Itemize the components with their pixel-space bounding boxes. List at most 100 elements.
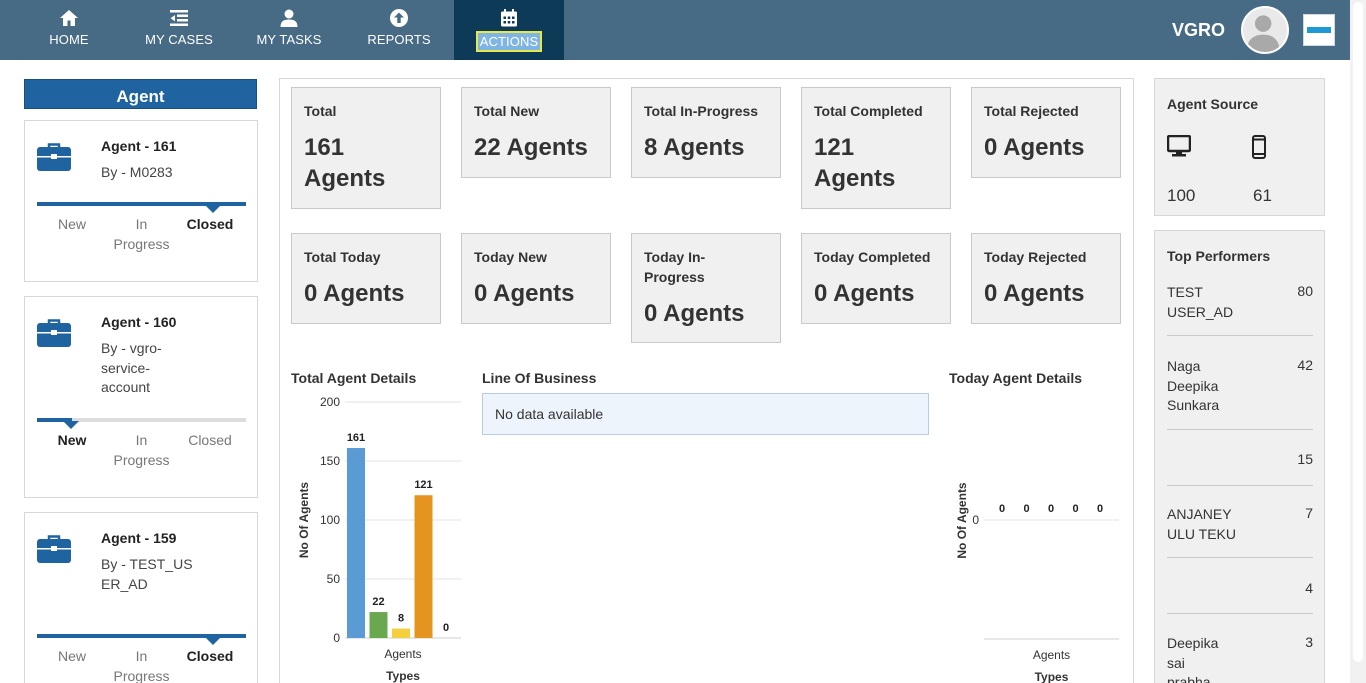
nav-actions-label: ACTIONS	[475, 31, 543, 52]
nav-actions[interactable]: ACTIONS	[454, 0, 564, 60]
nav-my-tasks[interactable]: MY TASKS	[244, 0, 334, 60]
nav-reports-label: REPORTS	[367, 32, 431, 47]
performer-score: 4	[1305, 580, 1313, 596]
bar	[369, 612, 388, 638]
nav-home-label: HOME	[49, 32, 89, 47]
stat-value: 0 Agents	[984, 134, 1085, 161]
today-agent-details-title: Today Agent Details	[949, 370, 1083, 386]
stat-value: 0 Agents	[984, 280, 1085, 307]
stat-card-total-in-progress: Total In-Progress 8 Agents	[631, 87, 781, 178]
agent-card-title: Agent - 159	[101, 530, 177, 546]
stage-progress-track	[37, 634, 246, 645]
performer-score: 42	[1297, 357, 1313, 373]
x-category-label: Agents	[384, 647, 421, 661]
page-scrollbar[interactable]	[1350, 0, 1366, 683]
upload-circle-icon	[354, 8, 444, 30]
stat-value: 0 Agents	[644, 300, 745, 327]
nav-my-cases[interactable]: MY CASES	[134, 0, 224, 60]
agent-card[interactable]: Agent - 160 By - vgro-service-account Ne…	[24, 296, 258, 498]
mobile-count: 61	[1253, 186, 1272, 205]
nav-reports[interactable]: REPORTS	[354, 0, 444, 60]
stage-new: New	[57, 648, 86, 664]
bar-data-label: 161	[347, 432, 365, 444]
avatar[interactable]	[1241, 6, 1289, 54]
nav-home[interactable]: HOME	[24, 0, 114, 60]
bar-data-label: 0	[1097, 503, 1103, 515]
stage-closed: Closed	[186, 216, 234, 232]
stage-marker	[63, 421, 79, 429]
x-axis-label: Types	[1035, 670, 1069, 683]
performer-row: ANJANEY ULU TEKU 7	[1167, 505, 1313, 558]
stat-label: Total New	[474, 103, 540, 119]
performer-name: ANJANEY ULU TEKU	[1167, 506, 1236, 542]
stage-new: New	[57, 432, 87, 448]
bar	[347, 448, 365, 638]
agent-source-panel: Agent Source 100 61	[1154, 78, 1325, 216]
stage-marker	[205, 637, 221, 645]
agent-source-title: Agent Source	[1167, 96, 1259, 112]
bar-data-label: 0	[443, 622, 449, 634]
bar-data-label: 0	[999, 503, 1005, 515]
bar	[392, 628, 410, 638]
x-category-label: Agents	[1033, 648, 1070, 662]
y-tick-label: 200	[320, 395, 340, 409]
stat-value: 0 Agents	[304, 280, 405, 307]
stage-progress-track	[37, 202, 246, 213]
stage-new: New	[57, 216, 86, 232]
agent-card[interactable]: Agent - 161 By - M0283 New In Progress C…	[24, 120, 258, 282]
briefcase-icon	[37, 319, 71, 347]
performer-score: 3	[1305, 634, 1313, 650]
home-icon	[24, 8, 114, 30]
stage-progress-fill	[37, 634, 246, 638]
stat-card-today-completed: Today Completed 0 Agents	[801, 233, 951, 324]
stat-card-total-rejected: Total Rejected 0 Agents	[971, 87, 1121, 178]
list-icon	[134, 8, 224, 30]
briefcase-icon	[37, 535, 71, 563]
stat-card-today-rejected: Today Rejected 0 Agents	[971, 233, 1121, 324]
agent-card[interactable]: Agent - 159 By - TEST_USER_AD New In Pro…	[24, 512, 258, 683]
stat-label: Today New	[474, 249, 547, 265]
stat-value: 0 Agents	[474, 280, 575, 307]
agent-card-owner: By - TEST_USER_AD	[101, 556, 193, 592]
stat-card-total: Total 161 Agents	[291, 87, 441, 209]
performer-name: Naga Deepika Sunkara	[1167, 358, 1220, 413]
y-tick-label: 0	[972, 513, 979, 527]
stage-progress-fill	[37, 418, 72, 422]
nav-my-tasks-label: MY TASKS	[256, 32, 322, 47]
stage-progress-track	[37, 418, 246, 429]
brand-logo[interactable]	[1303, 14, 1335, 46]
performer-row: 4	[1167, 580, 1313, 614]
top-performers-title: Top Performers	[1167, 248, 1271, 264]
top-performers-panel: Top Performers TEST USER_AD 80 Naga Deep…	[1154, 230, 1325, 683]
y-tick-label: 100	[320, 513, 340, 527]
stat-card-today-in-progress: Today In-Progress 0 Agents	[631, 233, 781, 343]
y-axis-label: No Of Agents	[297, 482, 311, 559]
calendar-icon	[454, 8, 564, 30]
y-tick-label: 150	[320, 454, 340, 468]
stat-value: 22 Agents	[474, 134, 588, 161]
stat-value: 0 Agents	[814, 280, 915, 307]
stage-in-progress: In Progress	[113, 216, 170, 252]
agent-card-title: Agent - 161	[101, 138, 177, 154]
performer-row: Deepika sai prabha 3	[1167, 634, 1313, 683]
stat-label: Today In-Progress	[644, 249, 706, 285]
stat-label: Total Today	[304, 249, 381, 265]
stat-label: Total	[304, 103, 337, 119]
bar-data-label: 0	[1072, 503, 1078, 515]
mobile-icon	[1252, 135, 1266, 159]
stat-label: Total Completed	[814, 103, 923, 119]
bar-data-label: 121	[414, 479, 432, 491]
stat-value: 161 Agents	[304, 134, 386, 192]
stage-in-progress: In Progress	[113, 648, 170, 683]
stage-marker	[205, 205, 221, 213]
performer-row: Naga Deepika Sunkara 42	[1167, 357, 1313, 430]
bar	[414, 495, 433, 638]
scrollbar-thumb[interactable]	[1353, 2, 1363, 662]
performer-name: Deepika sai prabha	[1167, 635, 1219, 683]
agent-card-owner: By - vgro-service-account	[101, 340, 162, 395]
username: VGRO	[1171, 20, 1225, 40]
y-tick-label: 0	[333, 631, 340, 645]
y-axis-label: No Of Agents	[955, 482, 969, 559]
desktop-count: 100	[1167, 186, 1196, 205]
stat-label: Total Rejected	[984, 103, 1079, 119]
